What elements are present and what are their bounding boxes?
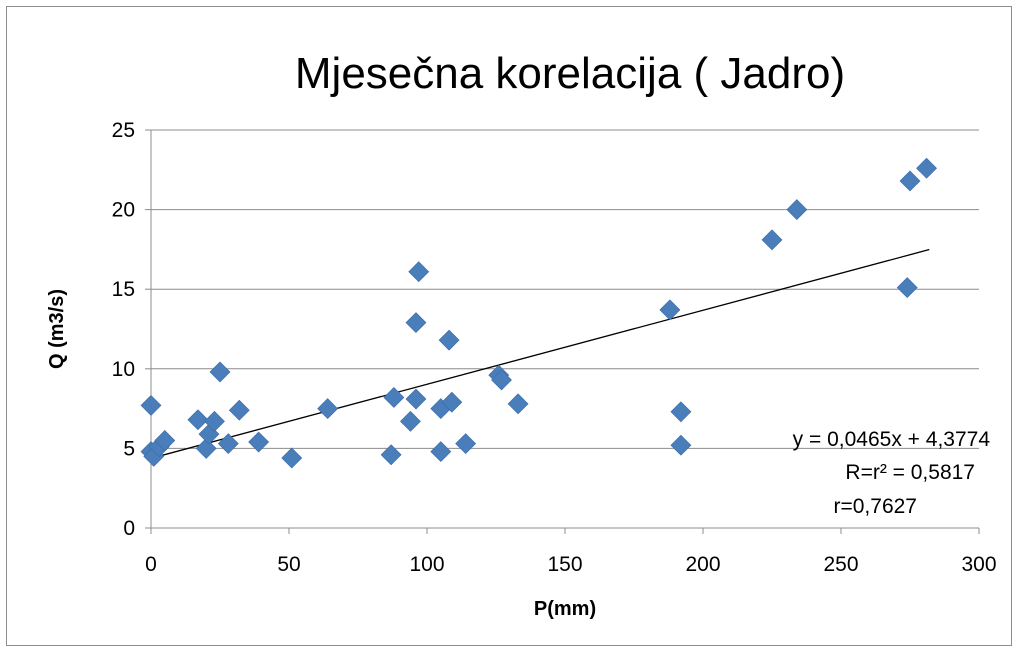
y-tick-label: 15 [112,278,135,301]
data-point-24 [441,391,463,413]
x-tick-label: 0 [145,553,157,576]
data-point-9 [209,361,231,383]
y-tick-label: 10 [112,358,135,381]
data-point-15 [380,444,402,466]
x-tick-label: 200 [685,553,720,576]
data-point-33 [786,199,808,221]
data-point-17 [400,410,421,432]
data-point-30 [670,401,692,423]
data-point-19 [405,312,427,334]
data-point-36 [916,157,937,179]
x-tick-label: 50 [277,553,300,576]
x-tick-label: 100 [409,553,444,576]
y-axis-label: Q (m3/s) [46,289,68,369]
r-squared-annotation: R=r² = 0,5817 [845,461,975,484]
data-point-18 [405,388,427,410]
chart-area [6,6,1012,646]
x-tick-label: 250 [823,553,858,576]
data-point-35 [899,170,921,192]
data-point-14 [317,398,339,420]
data-point-27 [491,369,512,391]
data-point-6 [195,437,217,459]
x-tick-label: 300 [961,553,996,576]
data-point-13 [281,447,303,469]
y-tick-label: 5 [123,437,135,460]
data-points [140,157,937,469]
data-point-31 [670,434,692,456]
x-tick-label: 150 [547,553,582,576]
data-point-29 [659,299,681,321]
data-point-32 [761,229,783,251]
data-point-23 [438,329,460,351]
y-tick-label: 25 [112,119,135,142]
data-point-34 [896,277,918,299]
equation-annotation: y = 0,0465x + 4,3774 [793,428,991,451]
gridlines [151,129,979,449]
data-point-21 [430,441,452,463]
data-point-28 [507,393,529,415]
y-tick-label: 0 [123,517,135,540]
y-tick-label: 20 [112,199,135,222]
data-point-12 [248,431,270,453]
data-point-5 [187,409,209,431]
x-axis-label: P(mm) [534,598,596,620]
data-point-25 [455,433,477,455]
trendline [150,248,930,459]
data-point-10 [217,433,239,455]
data-point-0 [140,394,162,416]
data-point-4 [154,430,176,451]
trendline-line [150,248,930,459]
chart-title: Mjesečna korelacija ( Jadro) [295,49,845,98]
data-point-8 [204,410,225,432]
data-point-11 [228,399,250,421]
data-point-16 [383,387,405,408]
r-annotation: r=0,7627 [834,495,918,518]
data-point-20 [408,261,430,283]
